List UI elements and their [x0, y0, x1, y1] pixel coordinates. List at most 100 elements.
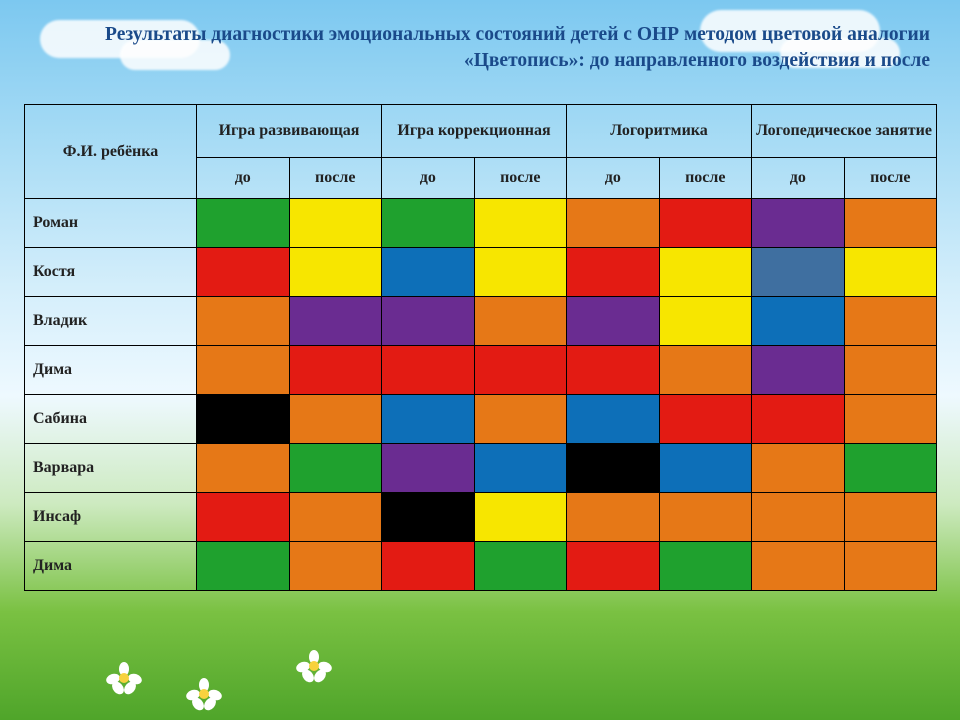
- color-cell: [752, 248, 845, 297]
- header-group-3: Логопедическое занятие: [752, 105, 937, 158]
- flower-decoration: [190, 680, 218, 708]
- color-cell: [289, 542, 382, 591]
- color-cell: [474, 248, 567, 297]
- table-row: Владик: [25, 297, 937, 346]
- color-cell: [382, 346, 475, 395]
- color-cell: [659, 248, 752, 297]
- color-cell: [474, 346, 567, 395]
- color-cell: [197, 542, 290, 591]
- color-cell: [567, 444, 660, 493]
- header-sub: после: [659, 158, 752, 199]
- color-cell: [197, 493, 290, 542]
- row-name: Костя: [25, 248, 197, 297]
- color-cell: [844, 199, 937, 248]
- color-cell: [844, 395, 937, 444]
- color-cell: [659, 395, 752, 444]
- header-group-2: Логоритмика: [567, 105, 752, 158]
- color-cell: [197, 395, 290, 444]
- color-cell: [289, 395, 382, 444]
- header-sub: до: [567, 158, 660, 199]
- header-group-1: Игра коррекционная: [382, 105, 567, 158]
- table-body: РоманКостяВладикДимаСабинаВарвараИнсафДи…: [25, 199, 937, 591]
- row-name: Владик: [25, 297, 197, 346]
- table-row: Дима: [25, 346, 937, 395]
- row-name: Дима: [25, 346, 197, 395]
- results-table: Ф.И. ребёнка Игра развивающая Игра корре…: [24, 104, 937, 591]
- table-row: Варвара: [25, 444, 937, 493]
- color-cell: [659, 542, 752, 591]
- table-header: Ф.И. ребёнка Игра развивающая Игра корре…: [25, 105, 937, 199]
- color-cell: [382, 248, 475, 297]
- color-cell: [659, 493, 752, 542]
- table-row: Дима: [25, 542, 937, 591]
- color-cell: [474, 444, 567, 493]
- color-cell: [567, 542, 660, 591]
- color-cell: [474, 493, 567, 542]
- color-cell: [659, 297, 752, 346]
- row-name: Роман: [25, 199, 197, 248]
- table-row: Роман: [25, 199, 937, 248]
- results-table-container: Ф.И. ребёнка Игра развивающая Игра корре…: [24, 104, 936, 591]
- color-cell: [752, 542, 845, 591]
- color-cell: [289, 248, 382, 297]
- color-cell: [382, 395, 475, 444]
- row-name: Варвара: [25, 444, 197, 493]
- flower-decoration: [300, 652, 328, 680]
- color-cell: [752, 199, 845, 248]
- header-group-0: Игра развивающая: [197, 105, 382, 158]
- color-cell: [567, 297, 660, 346]
- color-cell: [197, 199, 290, 248]
- color-cell: [844, 297, 937, 346]
- slide-title: Результаты диагностики эмоциональных сос…: [30, 22, 930, 75]
- header-sub: после: [844, 158, 937, 199]
- table-row: Сабина: [25, 395, 937, 444]
- row-name: Сабина: [25, 395, 197, 444]
- header-sub: до: [382, 158, 475, 199]
- color-cell: [197, 444, 290, 493]
- table-row: Инсаф: [25, 493, 937, 542]
- color-cell: [382, 493, 475, 542]
- color-cell: [197, 346, 290, 395]
- color-cell: [197, 248, 290, 297]
- color-cell: [474, 297, 567, 346]
- slide-background: Результаты диагностики эмоциональных сос…: [0, 0, 960, 720]
- header-sub: после: [474, 158, 567, 199]
- header-sub: после: [289, 158, 382, 199]
- color-cell: [567, 248, 660, 297]
- color-cell: [844, 444, 937, 493]
- color-cell: [567, 395, 660, 444]
- color-cell: [382, 199, 475, 248]
- color-cell: [382, 444, 475, 493]
- color-cell: [289, 346, 382, 395]
- color-cell: [197, 297, 290, 346]
- color-cell: [752, 444, 845, 493]
- color-cell: [752, 297, 845, 346]
- color-cell: [659, 346, 752, 395]
- table-row: Костя: [25, 248, 937, 297]
- row-name: Дима: [25, 542, 197, 591]
- header-sub: до: [197, 158, 290, 199]
- color-cell: [752, 493, 845, 542]
- color-cell: [567, 199, 660, 248]
- color-cell: [474, 395, 567, 444]
- color-cell: [752, 395, 845, 444]
- header-name: Ф.И. ребёнка: [25, 105, 197, 199]
- color-cell: [289, 493, 382, 542]
- color-cell: [844, 493, 937, 542]
- color-cell: [567, 493, 660, 542]
- color-cell: [844, 248, 937, 297]
- header-sub: до: [752, 158, 845, 199]
- flower-decoration: [110, 664, 138, 692]
- color-cell: [659, 199, 752, 248]
- color-cell: [382, 542, 475, 591]
- color-cell: [289, 199, 382, 248]
- color-cell: [844, 346, 937, 395]
- color-cell: [659, 444, 752, 493]
- row-name: Инсаф: [25, 493, 197, 542]
- color-cell: [382, 297, 475, 346]
- color-cell: [474, 199, 567, 248]
- color-cell: [474, 542, 567, 591]
- color-cell: [289, 297, 382, 346]
- color-cell: [844, 542, 937, 591]
- color-cell: [289, 444, 382, 493]
